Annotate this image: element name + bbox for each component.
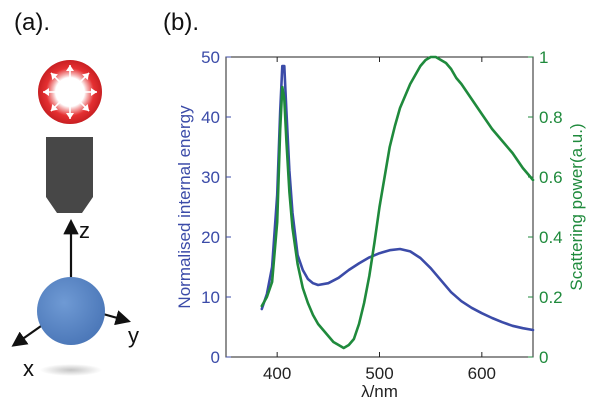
source-ray-head <box>43 88 49 96</box>
sphere-icon <box>37 277 105 345</box>
internal-energy-line <box>260 64 535 332</box>
panel-a-label: (a). <box>14 9 50 36</box>
right-y-axis-title: Scattering power(a.u.) <box>567 123 586 290</box>
right-y-tick-label: 0.4 <box>539 228 563 247</box>
left-y-tick-label: 40 <box>201 108 220 127</box>
left-y-tick-label: 10 <box>201 288 220 307</box>
right-y-tick-label: 0.8 <box>539 108 563 127</box>
right-y-tick-label: 0.2 <box>539 288 563 307</box>
left-y-tick-label: 20 <box>201 228 220 247</box>
z-axis-label: z <box>79 218 90 243</box>
source-ray-head <box>50 104 58 112</box>
right-y-ticks: 0 0.2 0.4 0.6 0.8 1 <box>528 48 563 367</box>
right-y-tick-label: 0 <box>539 348 548 367</box>
x-axis-label: x <box>23 356 34 381</box>
x-tick-label: 600 <box>468 364 496 383</box>
left-y-axis-title: Normalised internal energy <box>175 105 194 309</box>
scattering-power-line <box>260 55 535 350</box>
left-y-tick-label: 0 <box>211 348 220 367</box>
source-ray-head <box>66 65 74 71</box>
source-ray-head <box>66 113 74 119</box>
right-y-tick-label: 0.6 <box>539 168 563 187</box>
source-ray-head <box>91 88 97 96</box>
source-ray-head <box>82 104 90 112</box>
shadow-icon <box>40 364 102 376</box>
x-tick-label: 400 <box>263 364 291 383</box>
source-ray-head <box>82 72 90 80</box>
right-y-tick-label: 1 <box>539 48 548 67</box>
x-ticks: 400 500 600 <box>263 57 496 383</box>
x-axis-title: λ/nm <box>361 382 398 401</box>
source-arrows <box>43 65 97 119</box>
left-y-tick-label: 30 <box>201 168 220 187</box>
chart: 400 500 600 0 10 20 30 40 50 0 0.2 0.4 0.6 0.8 1 λ/n… <box>175 48 586 401</box>
series-group <box>260 55 535 350</box>
radiating-source-icon <box>38 60 102 124</box>
left-y-ticks: 0 10 20 30 40 50 <box>201 48 231 367</box>
panel-a: (a). z y x <box>11 9 139 381</box>
objective-body <box>46 137 93 213</box>
objective-lens-icon <box>46 137 93 213</box>
panel-b: (b). 400 500 600 0 10 20 30 40 50 0 0.2 0.4 0.6 0.8… <box>163 9 586 401</box>
left-y-tick-label: 50 <box>201 48 220 67</box>
y-axis-label: y <box>128 323 139 348</box>
source-ray-head <box>50 72 58 80</box>
panel-b-label: (b). <box>163 9 199 36</box>
x-tick-label: 500 <box>365 364 393 383</box>
